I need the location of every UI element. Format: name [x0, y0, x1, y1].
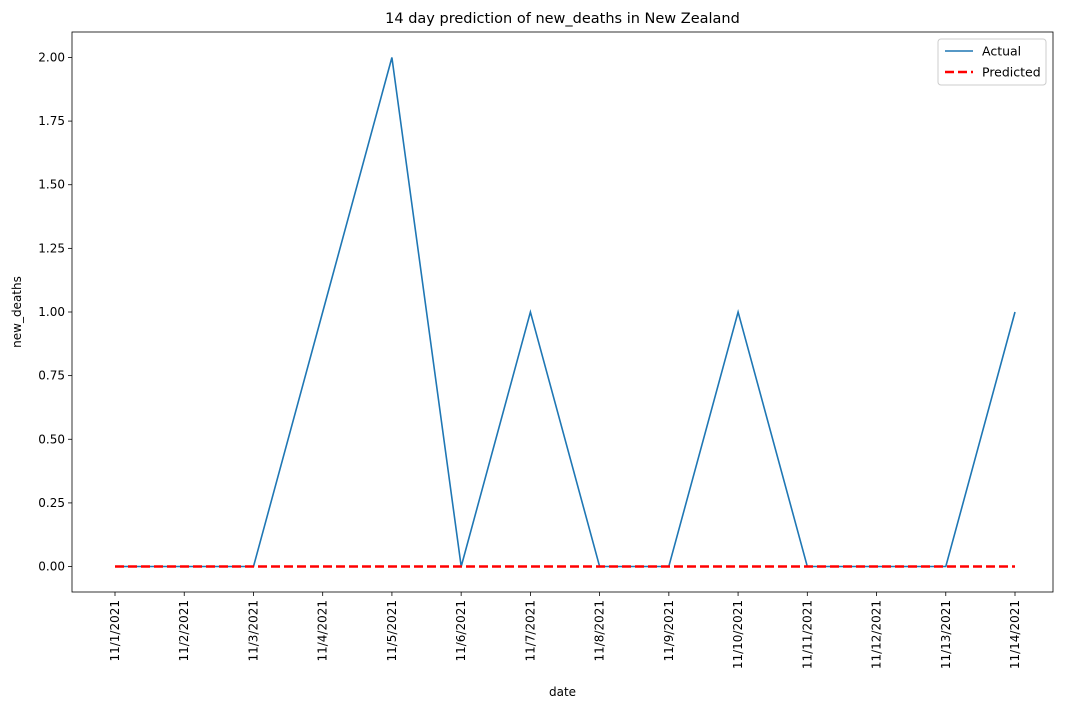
series-line-actual	[115, 57, 1016, 568]
x-axis-label: date	[549, 685, 576, 699]
y-tick-label: 1.75	[38, 114, 65, 128]
series-layer	[115, 57, 1016, 568]
y-tick-label: 0.25	[38, 496, 65, 510]
legend: Actual Predicted	[937, 38, 1047, 86]
legend-label-predicted: Predicted	[982, 65, 1041, 80]
x-tick-label: 11/9/2021	[662, 600, 676, 662]
x-tick-label: 11/14/2021	[1008, 600, 1022, 669]
legend-label-actual: Actual	[982, 44, 1021, 59]
y-tick-label: 1.25	[38, 241, 65, 255]
plot-frame	[71, 31, 1054, 593]
x-tick-label: 11/10/2021	[731, 600, 745, 669]
chart-title: 14 day prediction of new_deaths in New Z…	[385, 11, 740, 27]
x-tick-label: 11/6/2021	[454, 600, 468, 662]
y-tick-label: 1.00	[38, 305, 65, 319]
x-tick-label: 11/5/2021	[385, 600, 399, 662]
y-tick-label: 0.00	[38, 560, 65, 574]
x-tick-label: 11/7/2021	[523, 600, 537, 662]
x-tick-label: 11/8/2021	[593, 600, 607, 662]
x-tick-label: 11/13/2021	[939, 600, 953, 669]
x-tick-label: 11/2/2021	[177, 600, 191, 662]
y-tick-label: 0.75	[38, 369, 65, 383]
y-tick-label: 0.50	[38, 432, 65, 446]
x-tick-label: 11/3/2021	[246, 600, 260, 662]
x-tick-label: 11/1/2021	[108, 600, 122, 662]
y-tick-label: 1.50	[38, 178, 65, 192]
x-tick-label: 11/12/2021	[870, 600, 884, 669]
y-axis: 0.00 0.25 0.50 0.75 1.00 1.25 1.50 1.75 2.00	[38, 50, 72, 574]
y-tick-label: 2.00	[38, 50, 65, 64]
y-axis-label: new_deaths	[10, 276, 24, 348]
x-axis: 11/1/2021 11/2/2021 11/3/2021 11/4/2021 11/5…	[108, 592, 1022, 669]
x-tick-label: 11/4/2021	[316, 600, 330, 662]
x-tick-label: 11/11/2021	[800, 600, 814, 669]
